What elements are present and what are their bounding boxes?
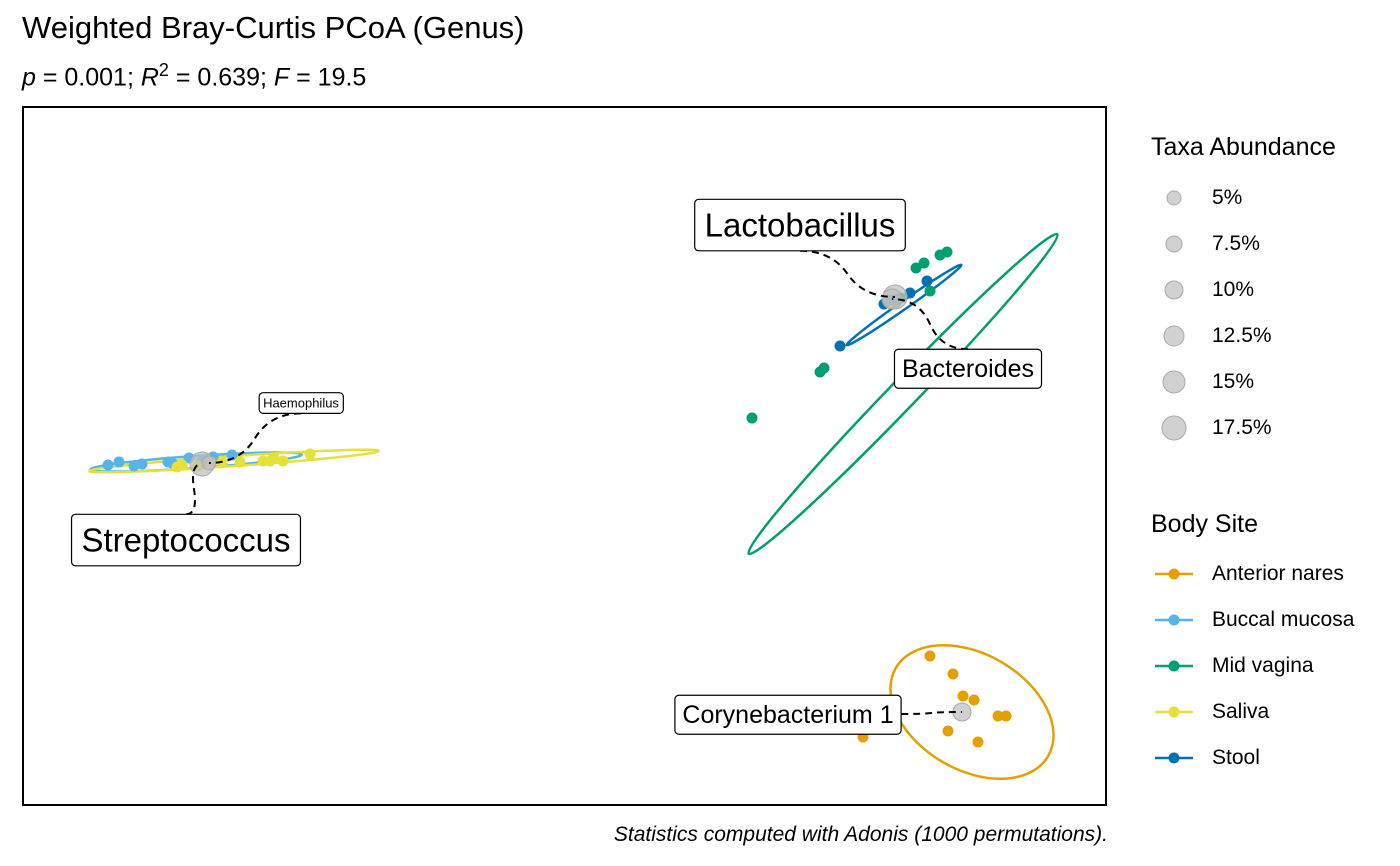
- taxa-label-box: [694, 198, 906, 252]
- taxa-label-leader: [901, 711, 963, 715]
- abundance-legend-keys: [1161, 190, 1187, 441]
- taxa-label-lactobacillus: Lactobacillus: [694, 198, 906, 298]
- taxa-label-leader: [891, 298, 969, 351]
- body-site-legend-label: Buccal mucosa: [1212, 608, 1355, 631]
- taxa-label-text: Haemophilus: [263, 396, 339, 411]
- body-site-legend-label: Mid vagina: [1212, 654, 1314, 677]
- taxa-label-box: [70, 513, 302, 567]
- taxa-label-streptococcus: Streptococcus: [70, 463, 302, 567]
- legend-key-dot: [1168, 752, 1180, 764]
- abundance-legend-label: 7.5%: [1212, 232, 1260, 255]
- body-site-key-mid-vagina: [1155, 660, 1193, 672]
- confidence-ellipse-mid-vagina: [747, 232, 1059, 556]
- data-point-mid-vagina: [746, 412, 758, 424]
- p-value: = 0.001;: [35, 63, 141, 92]
- abundance-legend-label: 10%: [1212, 278, 1255, 301]
- data-point-mid-vagina: [818, 362, 830, 374]
- confidence-ellipse-anterior-nares: [889, 643, 1055, 781]
- body-site-key-anterior-nares: [1155, 568, 1193, 580]
- data-point-mid-vagina: [918, 257, 930, 269]
- data-point-anterior-nares: [1000, 710, 1012, 722]
- legend-key-dot: [1168, 660, 1180, 672]
- body-site-key-saliva: [1155, 706, 1193, 718]
- plot-panel: Lactobacillus Bacteroides Streptococcus Hae…: [22, 106, 1107, 806]
- taxa-label-bacteroides: Bacteroides: [891, 298, 1043, 389]
- taxa-label-leader: [208, 412, 302, 464]
- taxa-label-haemophilus: Haemophilus: [208, 392, 344, 464]
- abundance-legend-label: 12.5%: [1212, 324, 1272, 347]
- data-point-anterior-nares: [924, 650, 936, 662]
- f-symbol: F: [273, 63, 290, 92]
- body-site-legend-label: Anterior nares: [1212, 562, 1344, 585]
- data-point-mid-vagina: [941, 246, 953, 258]
- r-value: = 0.639;: [168, 63, 274, 92]
- data-point-saliva: [176, 459, 188, 471]
- data-point-mid-vagina: [910, 262, 922, 274]
- legend-key-dot: [1168, 614, 1180, 626]
- data-point-buccal-mucosa: [226, 449, 238, 461]
- taxa-label-leader: [185, 463, 203, 516]
- abundance-legend-key: [1163, 325, 1185, 347]
- f-value: = 19.5: [289, 63, 367, 92]
- chart-title: Weighted Bray-Curtis PCoA (Genus): [22, 10, 525, 45]
- body-site-key-stool: [1155, 752, 1193, 764]
- body-site-legend-title: Body Site: [1151, 510, 1259, 538]
- body-site-legend-keys: [1155, 568, 1193, 764]
- body-site-legend-label: Stool: [1212, 746, 1260, 769]
- abundance-legend-key: [1162, 370, 1186, 394]
- r-exponent: 2: [158, 60, 169, 80]
- data-point-mid-vagina: [924, 285, 936, 297]
- taxa-label-text: Lactobacillus: [705, 207, 896, 244]
- legend-key-dot: [1168, 706, 1180, 718]
- data-point-stool: [921, 275, 933, 287]
- data-point-buccal-mucosa: [113, 456, 125, 468]
- taxa-label-box: [893, 348, 1043, 389]
- data-point-saliva: [304, 448, 316, 460]
- data-point-buccal-mucosa: [102, 459, 114, 471]
- abundance-legend-key: [1165, 235, 1183, 253]
- abundance-legend-title: Taxa Abundance: [1151, 133, 1336, 161]
- data-point-anterior-nares: [992, 710, 1004, 722]
- taxa-label-leader: [799, 249, 896, 298]
- data-point-anterior-nares: [972, 736, 984, 748]
- taxa-label-box: [258, 392, 344, 415]
- data-point-buccal-mucosa: [136, 458, 148, 470]
- data-point-anterior-nares: [968, 694, 980, 706]
- data-point-stool: [834, 340, 846, 352]
- data-point-saliva: [234, 456, 246, 468]
- legend-key-dot: [1168, 568, 1180, 580]
- p-symbol: p: [22, 63, 36, 92]
- abundance-legend-key: [1161, 415, 1187, 441]
- taxa-label-text: Streptococcus: [81, 522, 290, 559]
- taxa-label-text: Bacteroides: [902, 355, 1034, 383]
- chart-subtitle: p = 0.001; R2 = 0.639; F = 19.5: [22, 60, 366, 92]
- data-point-anterior-nares: [957, 690, 969, 702]
- taxa-label-box: [674, 694, 902, 735]
- data-point-saliva: [268, 452, 280, 464]
- r-symbol: R: [140, 63, 159, 92]
- data-point-saliva: [277, 455, 289, 467]
- abundance-legend-label: 15%: [1212, 370, 1255, 393]
- abundance-legend-label: 17.5%: [1212, 416, 1272, 439]
- abundance-legend-key: [1166, 190, 1182, 206]
- body-site-legend-label: Saliva: [1212, 700, 1270, 723]
- taxa-label-corynebacterium-1: Corynebacterium 1: [674, 694, 963, 735]
- abundance-legend-key: [1164, 280, 1184, 300]
- body-site-key-buccal-mucosa: [1155, 614, 1193, 626]
- data-point-anterior-nares: [947, 668, 959, 680]
- abundance-legend-label: 5%: [1212, 186, 1243, 209]
- chart-caption: Statistics computed with Adonis (1000 pe…: [613, 823, 1108, 846]
- taxa-label-text: Corynebacterium 1: [682, 701, 893, 729]
- plot-canvas: Lactobacillus Bacteroides Streptococcus Hae…: [70, 198, 1059, 781]
- data-point-anterior-nares: [942, 725, 954, 737]
